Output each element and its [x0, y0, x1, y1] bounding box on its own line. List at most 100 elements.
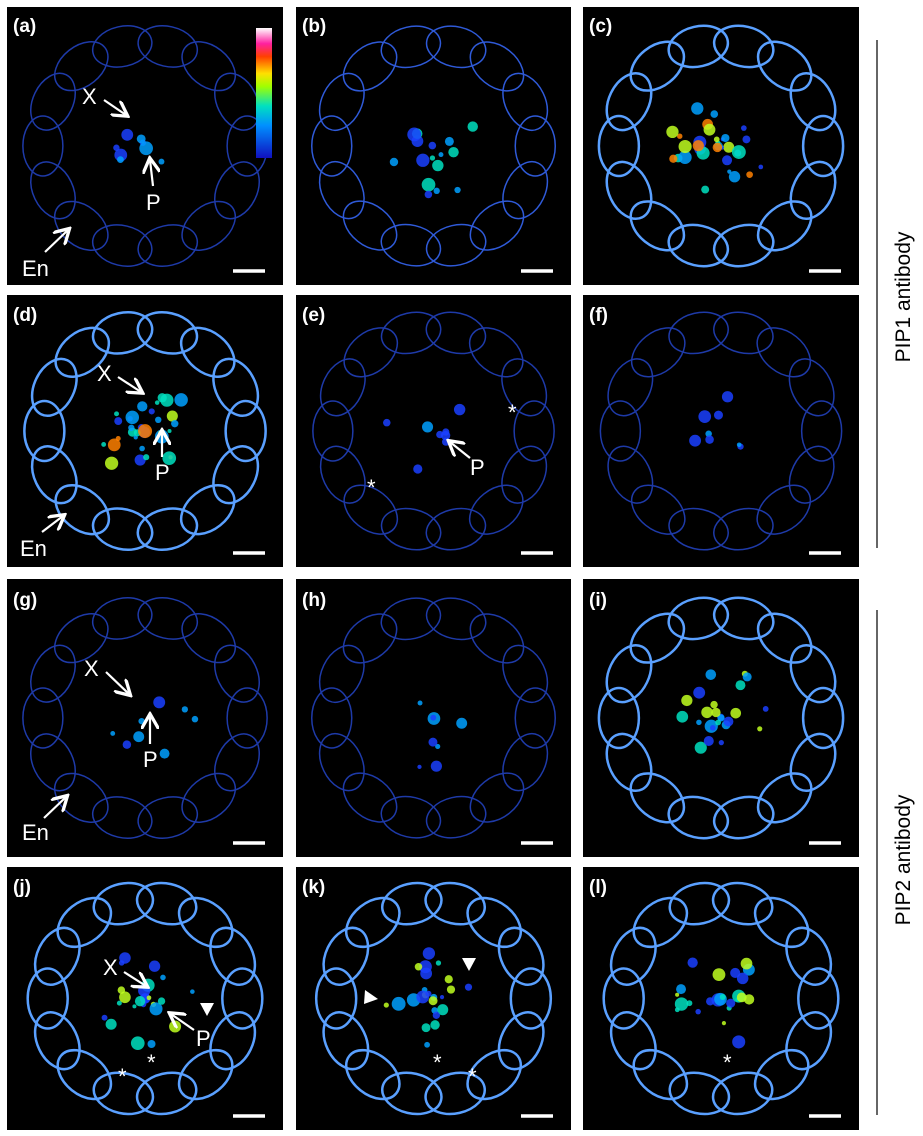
cell [54, 41, 109, 92]
speckle [424, 190, 433, 199]
speckle [122, 740, 132, 749]
speckle [723, 716, 734, 727]
annotation: * [723, 1050, 732, 1075]
speckle [432, 159, 444, 172]
speckle [154, 400, 160, 405]
speckle [139, 141, 153, 156]
speckle [413, 464, 423, 474]
cell [91, 507, 154, 551]
speckle [674, 1007, 680, 1013]
speckle [155, 416, 162, 424]
arrow [103, 99, 126, 115]
speckle [422, 947, 436, 960]
cell [514, 687, 556, 749]
cell [609, 926, 657, 986]
cell [54, 326, 111, 378]
cell [711, 881, 774, 926]
speckle [732, 1035, 746, 1049]
cell [788, 445, 835, 504]
speckle [132, 1004, 137, 1009]
panel-label: (h) [302, 590, 326, 611]
annotation: * [508, 400, 517, 425]
speckle [713, 136, 720, 143]
cell [667, 795, 730, 840]
speckle [160, 974, 166, 981]
speckle [454, 186, 461, 194]
cell [605, 160, 653, 220]
speckle [137, 401, 148, 412]
speckle [167, 429, 172, 434]
cell [381, 1071, 443, 1116]
cell [226, 687, 268, 749]
cell [629, 612, 686, 664]
cell [380, 597, 442, 641]
cell [667, 24, 730, 69]
speckle [421, 1023, 431, 1033]
panel-backgrounds [7, 7, 859, 1130]
speckle [722, 155, 733, 166]
speckle [742, 672, 752, 682]
speckle [721, 391, 734, 403]
speckle [148, 408, 155, 415]
cell [181, 200, 236, 251]
cell [214, 161, 260, 220]
speckle [119, 952, 131, 964]
speckle [693, 686, 706, 699]
speckle [448, 146, 459, 158]
speckle [730, 707, 742, 719]
speckle [433, 187, 440, 195]
cell [181, 41, 236, 92]
speckle [736, 992, 747, 1003]
cell [469, 41, 525, 92]
speckle [715, 719, 722, 726]
cell [425, 597, 487, 641]
speckle [383, 418, 391, 427]
cell [33, 1011, 81, 1071]
cell [30, 72, 76, 131]
speckle [138, 424, 153, 439]
cell [212, 445, 260, 505]
arrow [171, 1014, 195, 1031]
cell [56, 896, 113, 949]
speckle [417, 764, 422, 769]
speckle [121, 128, 134, 141]
speckle [430, 760, 442, 772]
cell [632, 896, 689, 949]
speckle [125, 410, 140, 425]
cell [597, 114, 641, 178]
annotation: En [22, 256, 49, 281]
cell [607, 358, 654, 417]
cell [214, 72, 260, 131]
speckle [723, 141, 735, 153]
panel-label: (d) [13, 305, 37, 326]
speckle [439, 995, 445, 1000]
speckle [678, 139, 692, 154]
speckle [742, 135, 751, 144]
cell [756, 40, 813, 92]
arrowhead [364, 990, 378, 1004]
speckle [446, 985, 456, 994]
cell [318, 161, 365, 220]
cell [609, 1011, 657, 1071]
speckle [694, 741, 707, 754]
cell [713, 507, 774, 551]
side-label: PIP2 antibody [892, 794, 915, 925]
cell [179, 484, 236, 536]
cell [22, 687, 64, 749]
arrow [41, 516, 63, 533]
speckle [110, 731, 116, 736]
annotation: * [433, 1050, 442, 1075]
panel [583, 295, 859, 567]
speckle [134, 996, 146, 1007]
cell [135, 1071, 198, 1116]
cell [469, 613, 525, 664]
panel-label: (c) [589, 16, 612, 37]
cell [212, 357, 260, 417]
cell [137, 224, 199, 267]
speckle [149, 1002, 163, 1016]
cell [629, 200, 686, 252]
speckle [432, 1011, 441, 1019]
cell [466, 896, 522, 949]
speckle [676, 984, 686, 995]
cell [380, 25, 442, 69]
